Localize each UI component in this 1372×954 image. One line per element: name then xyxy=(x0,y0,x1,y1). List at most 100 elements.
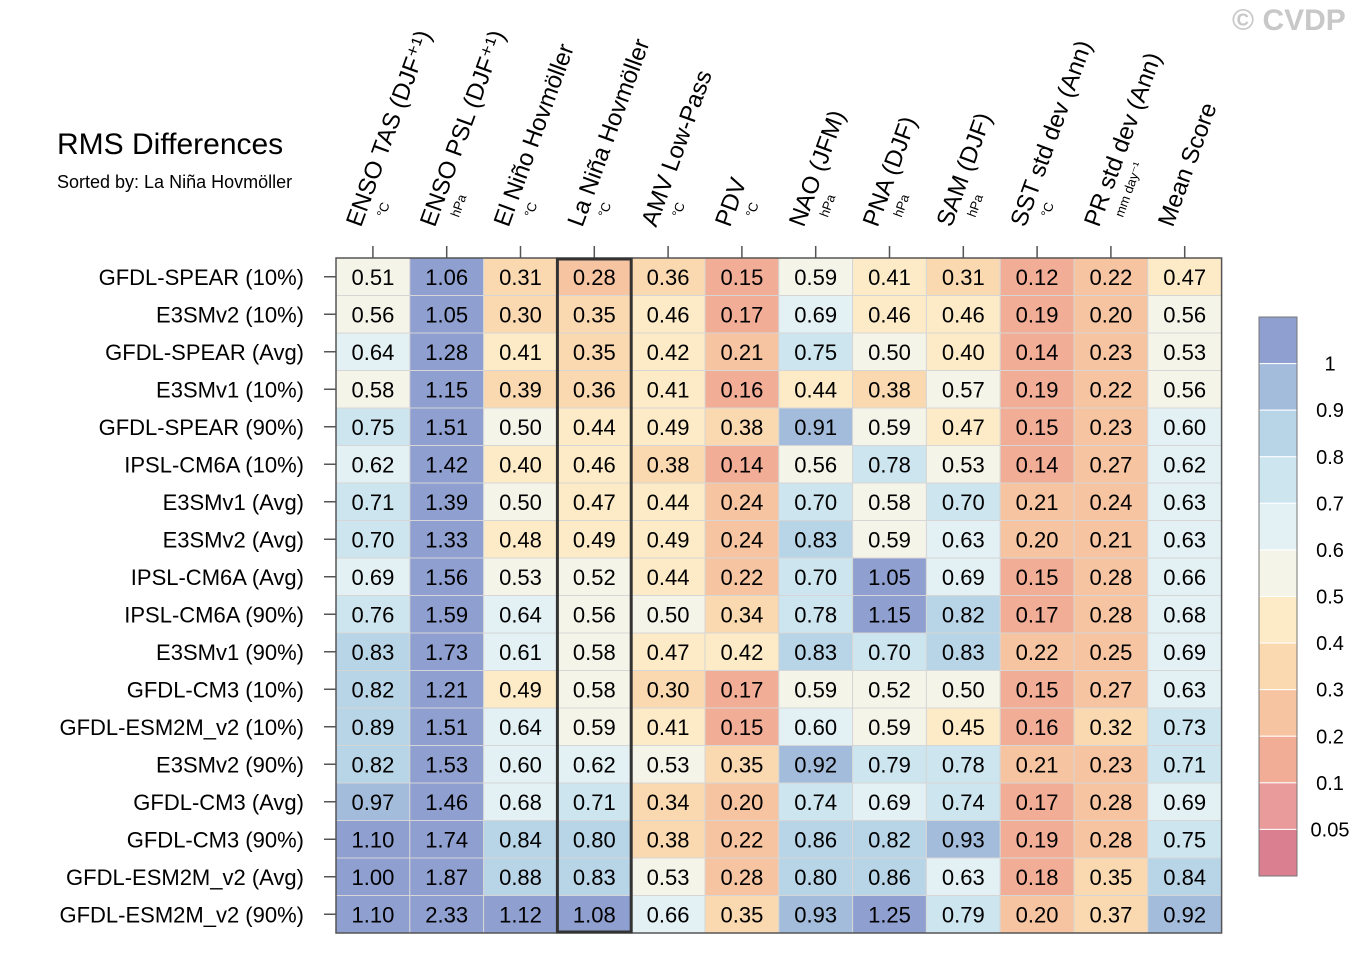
cell-value-label: 0.38 xyxy=(720,415,763,440)
cell-value-label: 0.70 xyxy=(868,640,911,665)
cell-value-label: 0.56 xyxy=(1163,302,1206,327)
heatmap-cell xyxy=(1147,482,1223,521)
heatmap-cell xyxy=(852,745,927,784)
cell-value-label: 0.91 xyxy=(794,415,837,440)
cell-value-label: 0.49 xyxy=(647,527,690,552)
row-label: GFDL-CM3 (Avg) xyxy=(133,790,304,815)
heatmap-cell xyxy=(925,670,1001,709)
cell-value-label: 0.75 xyxy=(351,415,394,440)
cell-value-label: 0.70 xyxy=(942,490,985,515)
heatmap-cell xyxy=(704,670,780,709)
heatmap-cell xyxy=(704,595,780,634)
heatmap-cell xyxy=(630,295,706,334)
cell-value-label: 0.70 xyxy=(794,490,837,515)
heatmap-cell xyxy=(925,632,1001,671)
cell-value-label: 0.59 xyxy=(794,677,837,702)
cell-value-label: 1.10 xyxy=(351,902,394,927)
cell-value-label: 0.86 xyxy=(794,827,837,852)
heatmap-cell xyxy=(556,332,632,371)
column-unit-label: °C xyxy=(743,200,762,219)
cell-value-label: 0.56 xyxy=(794,452,837,477)
row-label: GFDL-ESM2M_v2 (Avg) xyxy=(66,865,304,890)
cell-value-label: 0.71 xyxy=(573,790,616,815)
heatmap-cell xyxy=(409,370,485,409)
heatmap-cell xyxy=(409,670,485,709)
cell-value-label: 0.83 xyxy=(351,640,394,665)
row-label: E3SMv1 (Avg) xyxy=(163,490,304,515)
heatmap-cell xyxy=(409,295,485,334)
heatmap-cell xyxy=(852,370,927,409)
cell-value-label: 0.62 xyxy=(573,752,616,777)
heatmap-cell xyxy=(483,407,558,446)
colorbar-tick-label: 0.7 xyxy=(1316,493,1344,515)
cell-value-label: 0.21 xyxy=(1089,527,1132,552)
cell-value-label: 0.22 xyxy=(720,565,763,590)
heatmap-cell xyxy=(778,295,854,334)
heatmap-cell xyxy=(409,632,485,671)
cell-value-label: 0.35 xyxy=(720,902,763,927)
heatmap-cell xyxy=(335,782,411,821)
cell-value-label: 0.46 xyxy=(647,302,690,327)
heatmap-cell xyxy=(999,670,1075,709)
cell-value-label: 0.12 xyxy=(1016,265,1059,290)
heatmap-cell xyxy=(778,520,854,559)
heatmap-cell xyxy=(1147,857,1223,896)
cell-value-label: 0.70 xyxy=(351,527,394,552)
cell-value-label: 0.86 xyxy=(868,865,911,890)
chart-title: RMS Differences xyxy=(57,128,284,161)
cell-value-label: 0.15 xyxy=(1016,677,1059,702)
cell-value-label: 0.21 xyxy=(1016,490,1059,515)
column-label: La Niña Hovmöller xyxy=(563,35,656,230)
cell-value-label: 0.53 xyxy=(942,452,985,477)
colorbar-segment xyxy=(1258,456,1298,504)
cell-value-label: 1.10 xyxy=(351,827,394,852)
cell-value-label: 2.33 xyxy=(425,902,468,927)
cell-value-label: 0.14 xyxy=(1016,340,1059,365)
cell-value-label: 1.46 xyxy=(425,790,468,815)
cell-value-label: 0.75 xyxy=(794,340,837,365)
heatmap-cell xyxy=(925,857,1001,896)
colorbar-segment xyxy=(1258,642,1298,691)
heatmap-cell xyxy=(483,520,558,559)
cell-value-label: 0.41 xyxy=(868,265,911,290)
colorbar-tick-label: 0.3 xyxy=(1316,680,1344,702)
colorbar-tick-label: 0.5 xyxy=(1316,587,1344,609)
cell-value-label: 1.59 xyxy=(425,602,468,627)
colorbar-tick-label: 0.8 xyxy=(1316,447,1344,469)
heatmap-cell xyxy=(1147,745,1223,784)
cell-value-label: 0.19 xyxy=(1016,302,1059,327)
colorbar-tick-label: 1 xyxy=(1324,354,1335,376)
cell-value-label: 0.19 xyxy=(1016,377,1059,402)
cell-value-label: 0.71 xyxy=(1163,752,1206,777)
cell-value-label: 0.78 xyxy=(942,752,985,777)
cell-value-label: 0.59 xyxy=(573,715,616,740)
cell-value-label: 0.53 xyxy=(1163,340,1206,365)
heatmap-cell xyxy=(409,407,485,446)
colorbar-segment xyxy=(1258,409,1298,458)
cell-value-label: 0.21 xyxy=(1016,752,1059,777)
heatmap-cell xyxy=(778,482,854,521)
cell-value-label: 1.74 xyxy=(425,827,468,852)
colorbar-tick-label: 0.9 xyxy=(1316,400,1344,422)
cell-value-label: 0.69 xyxy=(1163,640,1206,665)
row-label: GFDL-SPEAR (90%) xyxy=(99,415,304,440)
cell-value-label: 0.52 xyxy=(868,677,911,702)
cell-value-label: 1.25 xyxy=(868,902,911,927)
heatmap-cell xyxy=(1147,895,1223,934)
cell-value-label: 0.49 xyxy=(499,677,542,702)
cell-value-label: 0.59 xyxy=(868,527,911,552)
heatmap-cell xyxy=(335,520,411,559)
cell-value-label: 0.46 xyxy=(942,302,985,327)
cell-value-label: 1.12 xyxy=(499,902,542,927)
heatmap-cell xyxy=(483,482,558,521)
cell-value-label: 0.23 xyxy=(1089,340,1132,365)
heatmap-cell xyxy=(409,257,485,296)
cell-value-label: 0.63 xyxy=(1163,677,1206,702)
cell-value-label: 0.15 xyxy=(1016,565,1059,590)
cell-value-label: 0.80 xyxy=(573,827,616,852)
heatmap-cell xyxy=(925,370,1001,409)
colorbar-tick-label: 0.05 xyxy=(1311,819,1350,841)
cell-value-label: 0.84 xyxy=(499,827,542,852)
heatmap-cell xyxy=(778,632,854,671)
column-unit-label: °C xyxy=(374,200,393,219)
